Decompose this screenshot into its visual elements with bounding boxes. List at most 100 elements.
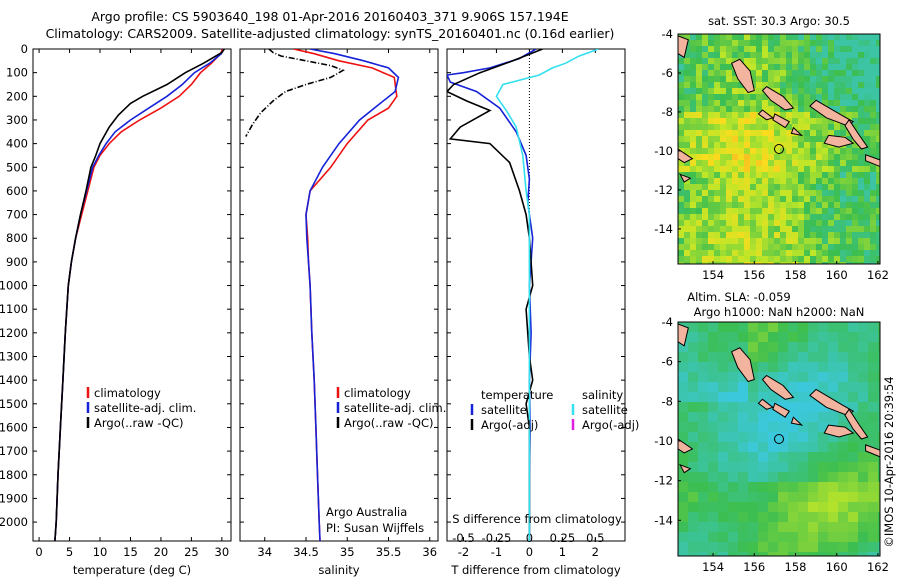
sst-cell [720,34,726,40]
sst-cell [684,100,690,106]
sst-cell [696,112,702,118]
sst-cell [792,94,798,100]
sla-cell [808,332,819,343]
sst-cell [732,142,738,148]
sla-cell [698,422,709,433]
sla-cell [708,502,719,513]
sst-cell [708,58,714,64]
sst-cell [774,256,780,262]
sla-cell [868,342,879,353]
sst-cell [876,226,880,232]
sst-cell [720,76,726,82]
sst-cell [726,184,732,190]
sst-cell [870,106,876,112]
sla-cell [678,352,689,363]
sla-cell [728,532,739,543]
sst-cell [696,148,702,154]
sst-cell [780,46,786,52]
sst-cell [690,82,696,88]
sst-cell [720,82,726,88]
sla-cell [828,442,839,453]
y-tick-label: 600 [6,184,28,198]
sst-cell [696,184,702,190]
sst-cell [870,148,876,154]
sla-cell [738,342,749,353]
sst-cell [726,112,732,118]
sla-cell [728,482,739,493]
sst-cell [696,94,702,100]
sst-cell [768,58,774,64]
sst-cell [828,118,834,124]
sla-cell [798,322,809,333]
sst-cell [720,214,726,220]
sst-cell [816,148,822,154]
sst-cell [720,202,726,208]
sst-cell [756,262,762,264]
sst-cell [732,124,738,130]
sst-cell [846,148,852,154]
sst-cell [786,202,792,208]
sst-cell [864,100,870,106]
sst-cell [714,58,720,64]
sst-cell [810,88,816,94]
sla-cell [678,412,689,423]
sst-cell [690,256,696,262]
sst-cell [768,190,774,196]
sst-cell [822,136,828,142]
sst-cell [876,244,880,250]
y-tick-label: 1400 [0,373,28,387]
sst-cell [810,208,816,214]
sst-cell [732,244,738,250]
sst-cell [816,40,822,46]
sst-cell [858,94,864,100]
sst-cell [822,178,828,184]
map-y-tick-label: -6 [662,355,673,369]
sla-cell [748,342,759,353]
sst-cell [816,184,822,190]
sst-cell [690,202,696,208]
sst-cell [768,214,774,220]
sst-cell [678,232,684,238]
sla-cell [728,502,739,513]
sst-cell [864,106,870,112]
sst-cell [780,202,786,208]
sst-cell [834,244,840,250]
sla-cell [868,412,879,423]
island-shape [678,438,694,454]
sla-cell [758,532,769,543]
sst-cell [846,142,852,148]
sst-cell [726,130,732,136]
sla-cell [828,552,839,556]
sst-cell [762,172,768,178]
sst-cell [768,34,774,40]
sst-cell [720,112,726,118]
sst-cell [750,208,756,214]
sst-cell [798,250,804,256]
sla-cell [818,462,829,473]
header-line-1: Argo profile: CS 5903640_198 01-Apr-2016… [91,9,568,24]
sst-cell [798,262,804,264]
sst-cell [708,172,714,178]
sst-cell [864,160,870,166]
sla-cell [808,352,819,363]
sla-cell [748,322,759,333]
sst-cell [756,154,762,160]
sst-cell [876,52,880,58]
sst-cell [858,244,864,250]
sla-cell [768,452,779,463]
sst-cell [774,124,780,130]
sst-cell [870,202,876,208]
sst-cell [786,238,792,244]
sst-cell [714,184,720,190]
sla-cell [818,552,829,556]
sst-cell [756,244,762,250]
sst-cell [702,214,708,220]
sla-cell [778,472,789,483]
sst-cell [858,82,864,88]
pi-name-label: PI: Susan Wijffels [326,521,424,535]
sla-cell [858,522,869,533]
sst-cell [858,202,864,208]
sst-cell [810,52,816,58]
sst-cell [876,46,880,52]
sst-cell [678,202,684,208]
